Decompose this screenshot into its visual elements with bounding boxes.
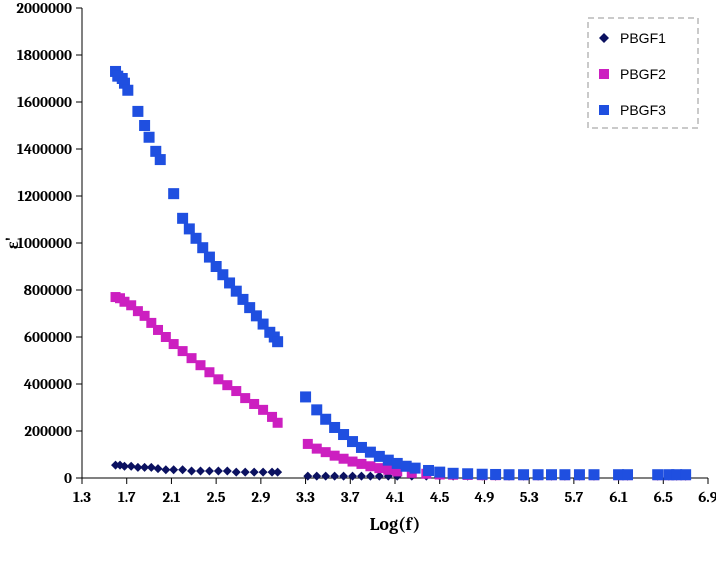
data-point xyxy=(559,469,570,480)
data-point xyxy=(187,353,197,363)
x-tick-label: 1.3 xyxy=(73,488,91,506)
data-point xyxy=(546,469,557,480)
data-point xyxy=(144,132,155,143)
x-axis-title: Log(f) xyxy=(370,514,421,535)
x-tick-label: 5.7 xyxy=(565,488,584,506)
data-point xyxy=(300,391,311,402)
y-axis-title: ε' xyxy=(2,237,23,249)
y-tick-label: 1200000 xyxy=(18,187,72,205)
data-point xyxy=(533,469,544,480)
data-point xyxy=(477,469,488,480)
data-point xyxy=(122,85,133,96)
y-tick-label: 800000 xyxy=(24,281,72,299)
data-point xyxy=(490,469,501,480)
data-point xyxy=(504,469,515,480)
data-point xyxy=(518,469,529,480)
chart-svg: 1.3 1.7 2.1 2.5 2.9 3.3 3.7 4.1 4.5 4.9 5.3 5.7 6.1 6… xyxy=(0,0,716,561)
data-point xyxy=(574,469,585,480)
data-point xyxy=(204,252,215,263)
x-tick-label: 3.3 xyxy=(296,488,315,506)
data-point xyxy=(258,405,268,415)
x-tick-label: 3.7 xyxy=(341,488,360,506)
data-point xyxy=(312,444,322,454)
data-point xyxy=(273,418,283,428)
data-point xyxy=(169,339,179,349)
y-tick-label: 1600000 xyxy=(17,93,72,111)
data-point xyxy=(599,105,609,115)
data-point xyxy=(204,367,214,377)
x-tick-label: 2.1 xyxy=(162,488,180,506)
data-point xyxy=(448,468,459,479)
legend-label: PBGF3 xyxy=(620,102,666,118)
y-tick-label: 200000 xyxy=(24,422,72,440)
y-tick-label: 1000000 xyxy=(17,234,72,252)
data-point xyxy=(356,459,366,469)
x-tick-label: 5.3 xyxy=(520,488,539,506)
x-tick-label: 6.5 xyxy=(654,488,674,506)
y-tick-label: 0 xyxy=(64,469,72,487)
data-point xyxy=(249,399,259,409)
data-point xyxy=(178,346,188,356)
data-point xyxy=(132,106,143,117)
data-point xyxy=(622,469,633,480)
data-point xyxy=(330,451,340,461)
data-point xyxy=(213,374,223,384)
data-point xyxy=(155,154,166,165)
data-point xyxy=(588,469,599,480)
x-tick-label: 2.5 xyxy=(207,488,226,506)
x-tick-label: 4.1 xyxy=(386,488,405,506)
data-point xyxy=(197,242,208,253)
data-point xyxy=(434,467,445,478)
data-point xyxy=(195,360,205,370)
data-point xyxy=(321,447,331,457)
data-point xyxy=(423,465,434,476)
chart-container: 1.3 1.7 2.1 2.5 2.9 3.3 3.7 4.1 4.5 4.9 5.3 5.7 6.1 6… xyxy=(0,0,716,561)
data-point xyxy=(462,468,473,479)
data-point xyxy=(348,457,358,467)
legend-label: PBGF2 xyxy=(620,66,666,82)
data-point xyxy=(365,461,375,471)
legend-label: PBGF1 xyxy=(620,30,666,46)
data-point xyxy=(339,454,349,464)
y-tick-label: 1800000 xyxy=(17,46,72,64)
data-point xyxy=(410,463,421,474)
data-point xyxy=(191,233,202,244)
data-point xyxy=(680,469,691,480)
data-point xyxy=(184,223,195,234)
y-tick-label: 400000 xyxy=(24,375,72,393)
data-point xyxy=(168,188,179,199)
data-point xyxy=(240,393,250,403)
x-tick-label: 4.5 xyxy=(430,488,450,506)
data-point xyxy=(303,439,313,449)
data-point xyxy=(222,380,232,390)
y-tick-label: 600000 xyxy=(24,328,72,346)
data-point xyxy=(272,336,283,347)
x-tick-label: 1.7 xyxy=(118,488,136,506)
data-point xyxy=(177,213,188,224)
data-point xyxy=(599,69,609,79)
x-tick-label: 6.1 xyxy=(609,488,628,506)
y-tick-label: 1400000 xyxy=(17,140,72,158)
data-point xyxy=(652,469,663,480)
data-point xyxy=(311,404,322,415)
data-point xyxy=(231,386,241,396)
x-tick-label: 2.9 xyxy=(251,488,270,506)
y-tick-label: 2000000 xyxy=(16,0,72,17)
x-tick-label: 6.9 xyxy=(698,488,716,506)
x-tick-label: 4.9 xyxy=(475,488,495,506)
data-point xyxy=(139,120,150,131)
